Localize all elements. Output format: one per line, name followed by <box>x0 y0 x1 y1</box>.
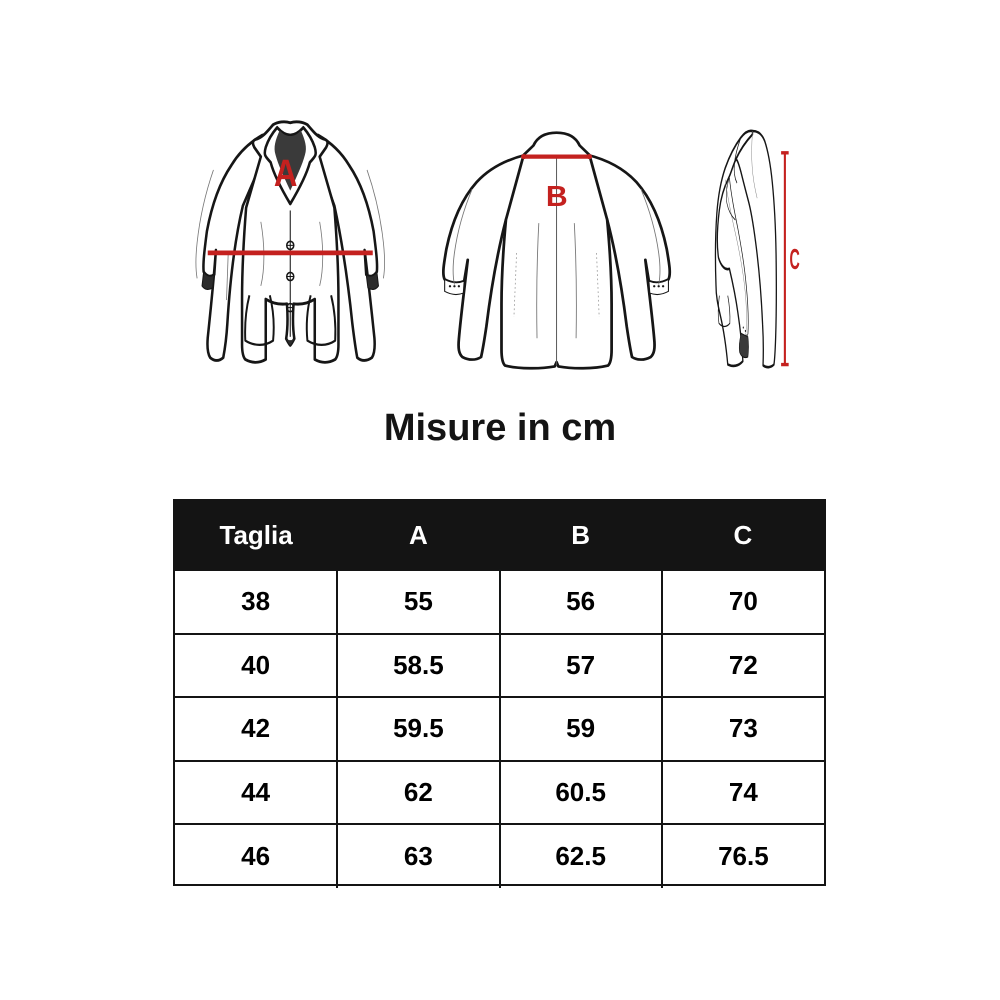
svg-text:C: C <box>790 243 800 275</box>
svg-text:B: B <box>546 181 568 213</box>
svg-text:A: A <box>274 153 298 195</box>
